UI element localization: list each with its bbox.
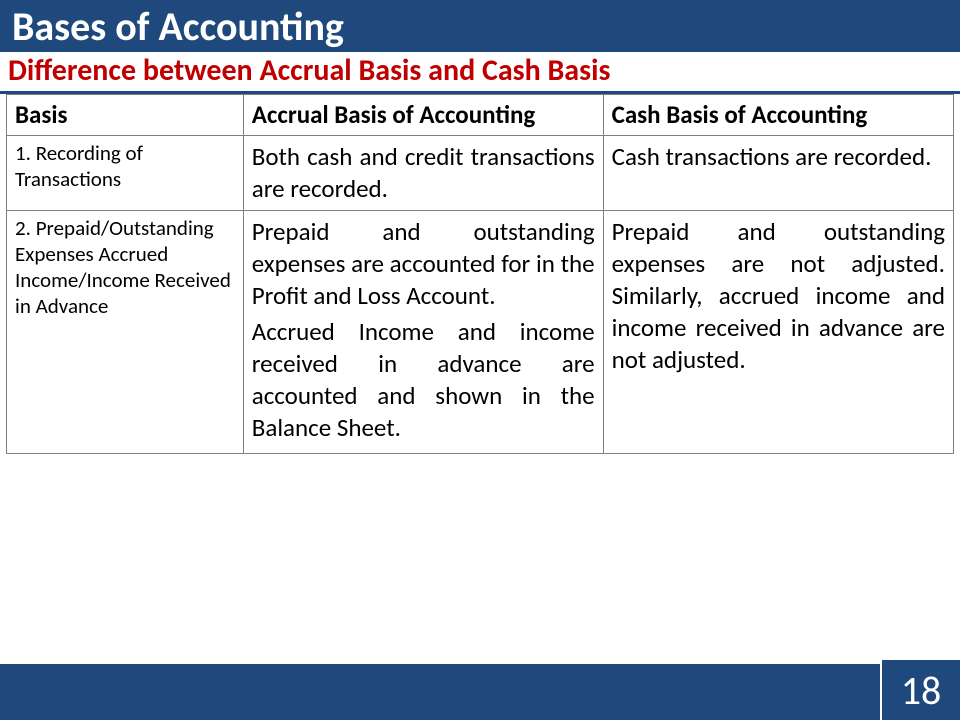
table-row: 2. Prepaid/Outstanding Expenses Accrued … bbox=[7, 210, 954, 453]
col-header-accrual: Accrual Basis of Accounting bbox=[243, 95, 603, 136]
cell-accrual-p2: Accrued Income and income received in ad… bbox=[252, 316, 595, 444]
comparison-table: Basis Accrual Basis of Accounting Cash B… bbox=[6, 94, 954, 454]
slide-title: Bases of Accounting bbox=[0, 0, 960, 52]
cell-accrual: Prepaid and outstanding expenses are acc… bbox=[243, 210, 603, 453]
cell-accrual: Both cash and credit transactions are re… bbox=[243, 135, 603, 210]
cell-accrual-p1: Prepaid and outstanding expenses are acc… bbox=[252, 216, 595, 312]
footer-bar bbox=[0, 664, 960, 720]
cell-cash: Cash transactions are recorded. bbox=[603, 135, 953, 210]
cell-basis: 1. Recording of Transactions bbox=[7, 135, 244, 210]
slide-subtitle: Difference between Accrual Basis and Cas… bbox=[0, 52, 960, 94]
col-header-cash: Cash Basis of Accounting bbox=[603, 95, 953, 136]
page-number: 18 bbox=[880, 658, 960, 720]
cell-basis: 2. Prepaid/Outstanding Expenses Accrued … bbox=[7, 210, 244, 453]
table-row: 1. Recording of Transactions Both cash a… bbox=[7, 135, 954, 210]
cell-cash: Prepaid and outstanding expenses are not… bbox=[603, 210, 953, 453]
comparison-table-container: Basis Accrual Basis of Accounting Cash B… bbox=[0, 94, 960, 454]
table-header-row: Basis Accrual Basis of Accounting Cash B… bbox=[7, 95, 954, 136]
col-header-basis: Basis bbox=[7, 95, 244, 136]
